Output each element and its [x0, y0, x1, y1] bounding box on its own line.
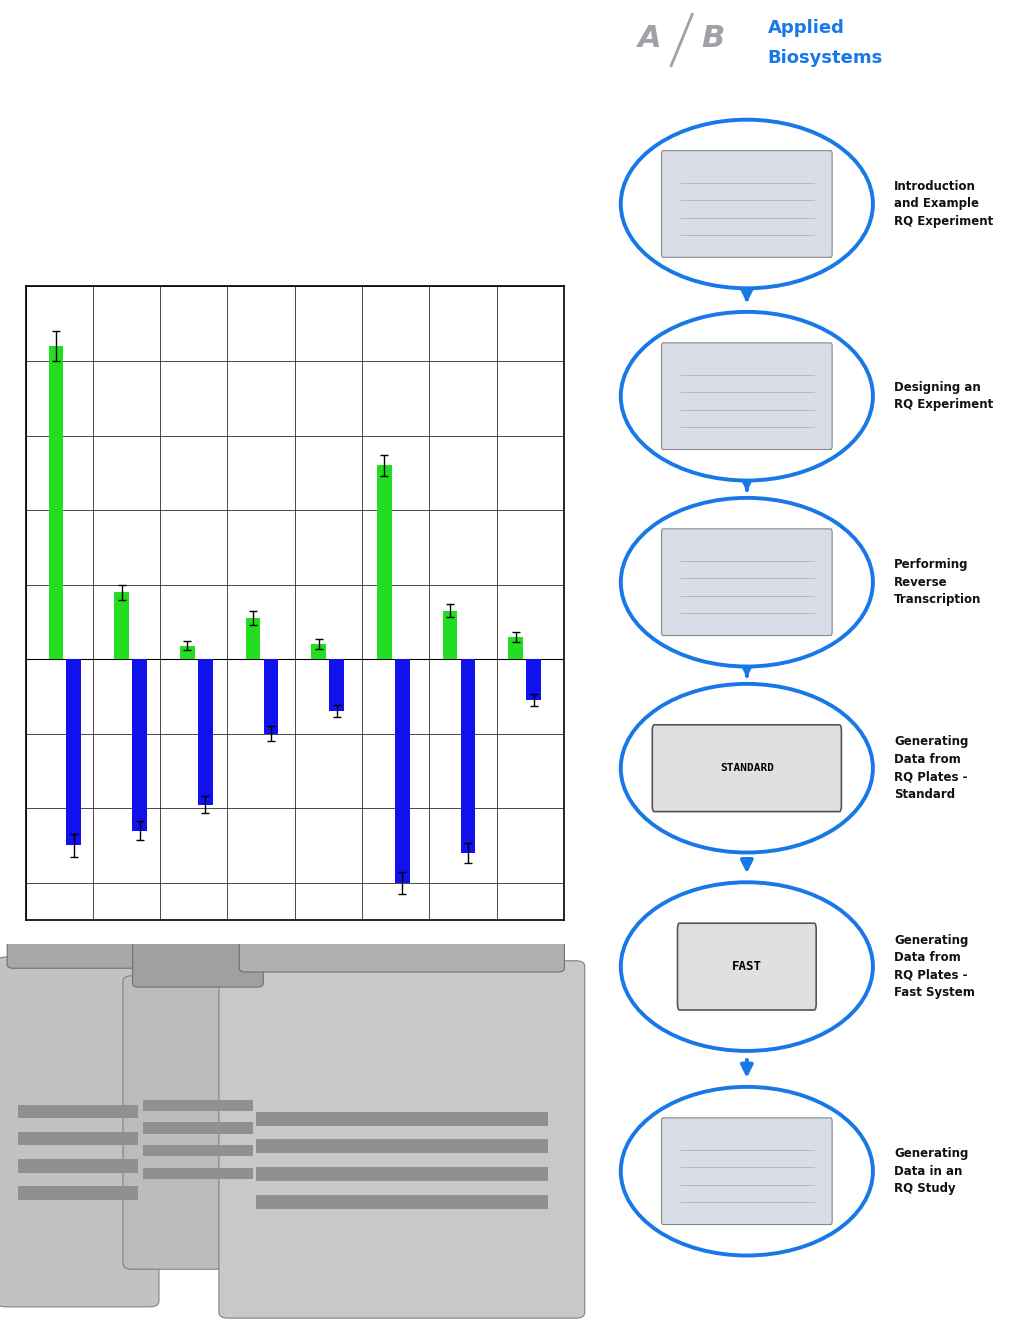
FancyBboxPatch shape: [652, 725, 841, 812]
FancyBboxPatch shape: [7, 900, 149, 969]
Bar: [143, 1144, 253, 1156]
Bar: [311, 644, 326, 659]
Text: Applied: Applied: [767, 18, 844, 37]
Bar: [256, 1139, 547, 1154]
Text: Generating
Data from
RQ Plates -
Fast System: Generating Data from RQ Plates - Fast Sy…: [893, 933, 974, 999]
Bar: [256, 1111, 547, 1126]
Bar: [143, 1122, 253, 1134]
Bar: [143, 1168, 253, 1179]
Bar: [442, 611, 457, 659]
Text: Getting Started Guide: Getting Started Guide: [30, 34, 244, 54]
Bar: [17, 1187, 139, 1200]
Text: Introduction
and Example
RQ Experiment: Introduction and Example RQ Experiment: [893, 180, 993, 228]
Ellipse shape: [621, 1086, 872, 1255]
Bar: [329, 659, 343, 711]
Text: A: A: [638, 24, 661, 53]
Bar: [256, 1195, 547, 1209]
Text: Performing
Reverse
Transcription: Performing Reverse Transcription: [893, 558, 980, 606]
Ellipse shape: [621, 498, 872, 667]
Text: STANDARD: STANDARD: [719, 763, 773, 774]
Bar: [179, 645, 195, 659]
FancyBboxPatch shape: [661, 1118, 832, 1225]
FancyBboxPatch shape: [661, 150, 832, 257]
Bar: [17, 1105, 139, 1118]
Text: Designing an
RQ Experiment: Designing an RQ Experiment: [893, 381, 993, 412]
FancyBboxPatch shape: [123, 975, 273, 1270]
Bar: [377, 466, 391, 659]
Bar: [394, 659, 410, 883]
FancyBboxPatch shape: [239, 902, 564, 972]
Ellipse shape: [621, 684, 872, 853]
Text: Relative Quantification: Relative Quantification: [24, 125, 708, 177]
Text: B: B: [701, 24, 725, 53]
Bar: [49, 346, 63, 659]
Bar: [66, 659, 82, 846]
Bar: [526, 659, 540, 700]
Bar: [461, 659, 475, 853]
FancyBboxPatch shape: [677, 923, 815, 1010]
Bar: [17, 1133, 139, 1146]
Bar: [263, 659, 278, 734]
Bar: [132, 659, 147, 830]
Bar: [198, 659, 212, 804]
FancyBboxPatch shape: [132, 929, 263, 987]
Ellipse shape: [621, 882, 872, 1051]
Bar: [114, 593, 128, 659]
Bar: [246, 618, 260, 659]
FancyBboxPatch shape: [661, 529, 832, 635]
Bar: [507, 636, 523, 659]
Text: Biosystems: Biosystems: [767, 49, 882, 66]
FancyBboxPatch shape: [219, 961, 584, 1319]
Bar: [256, 1167, 547, 1181]
Text: FAST: FAST: [731, 960, 761, 973]
Ellipse shape: [621, 120, 872, 288]
Text: Generating
Data from
RQ Plates -
Standard: Generating Data from RQ Plates - Standar…: [893, 735, 967, 801]
FancyBboxPatch shape: [661, 343, 832, 450]
Ellipse shape: [621, 312, 872, 480]
Bar: [17, 1159, 139, 1172]
Bar: [143, 1100, 253, 1111]
Text: Applied Biosystems 7300/7500/7500 Fast
Real-Time PCR System: Applied Biosystems 7300/7500/7500 Fast R…: [24, 214, 440, 256]
Text: Generating
Data in an
RQ Study: Generating Data in an RQ Study: [893, 1147, 967, 1195]
FancyBboxPatch shape: [0, 957, 159, 1307]
